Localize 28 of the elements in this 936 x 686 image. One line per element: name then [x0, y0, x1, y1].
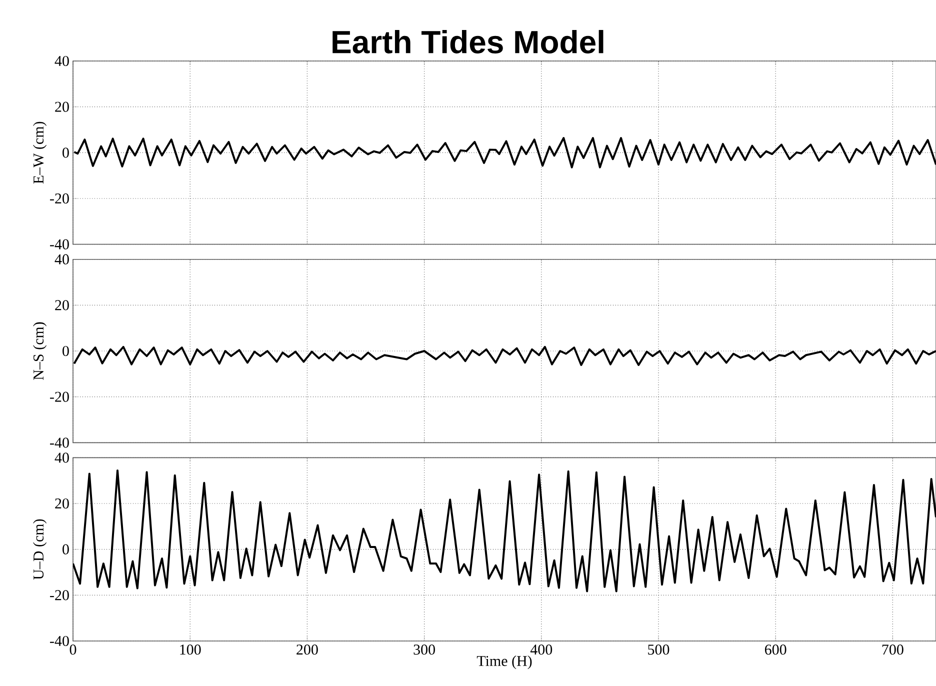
y-tick-label: 0: [62, 544, 69, 554]
x-tick-label: 700: [882, 644, 904, 655]
y-tick-label: -40: [50, 239, 69, 250]
y-tick-label: -20: [50, 590, 69, 600]
y-tick-label: 20: [55, 300, 69, 310]
y-tick-label: 0: [62, 346, 69, 356]
y-tick-label: -20: [50, 392, 69, 402]
x-tick-label: 400: [530, 644, 552, 655]
y-axis-title: N–S (cm): [33, 322, 47, 380]
y-tick-label: 40: [54, 452, 69, 463]
x-tick-label: 300: [414, 644, 435, 655]
y-axis-title: U–D (cm): [33, 519, 47, 580]
x-tick-label: 500: [648, 644, 670, 655]
y-tick-label: -20: [50, 193, 69, 204]
chart-title: Earth Tides Model: [332, 30, 604, 54]
y-tick-label: 20: [55, 102, 69, 112]
y-axis-title: E–W (cm): [33, 122, 47, 184]
x-tick-label: 100: [180, 644, 201, 655]
y-tick-label: 0: [62, 148, 69, 158]
y-tick-label: 40: [54, 56, 69, 66]
y-tick-label: 40: [54, 254, 69, 264]
x-axis-title: Time (H): [476, 656, 532, 670]
x-tick-label: 0: [70, 644, 76, 655]
y-tick-label: -40: [50, 438, 69, 448]
x-tick-label: 600: [764, 644, 786, 655]
x-tick-label: 200: [296, 644, 318, 655]
y-tick-label: -40: [50, 636, 69, 646]
y-tick-label: 20: [55, 498, 69, 509]
